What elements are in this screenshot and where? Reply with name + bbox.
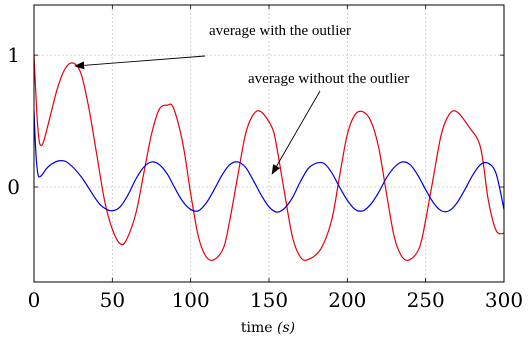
x-tick-label: 250 (407, 288, 445, 312)
x-axis-label-unit: (s) (277, 320, 295, 336)
annotation-arrow-without-outlier (272, 91, 320, 174)
ticks: 0 50 100 150 200 250 300 0 1 (7, 5, 523, 312)
x-axis-label-text: time (241, 320, 273, 336)
x-tick-label: 150 (250, 288, 288, 312)
x-tick-label: 300 (485, 288, 523, 312)
x-tick-label: 50 (100, 288, 125, 312)
x-tick-label: 0 (28, 288, 41, 312)
grid (34, 5, 504, 282)
x-tick-label: 100 (172, 288, 210, 312)
y-tick-label: 1 (7, 43, 20, 67)
annotation-arrow-with-outlier (75, 56, 205, 66)
y-tick-label: 0 (7, 175, 20, 199)
x-axis-label: time (s) (241, 320, 295, 336)
annotation-without-outlier: average without the outlier (248, 71, 409, 87)
x-tick-label: 200 (328, 288, 366, 312)
annotation-with-outlier: average with the outlier (209, 23, 351, 39)
